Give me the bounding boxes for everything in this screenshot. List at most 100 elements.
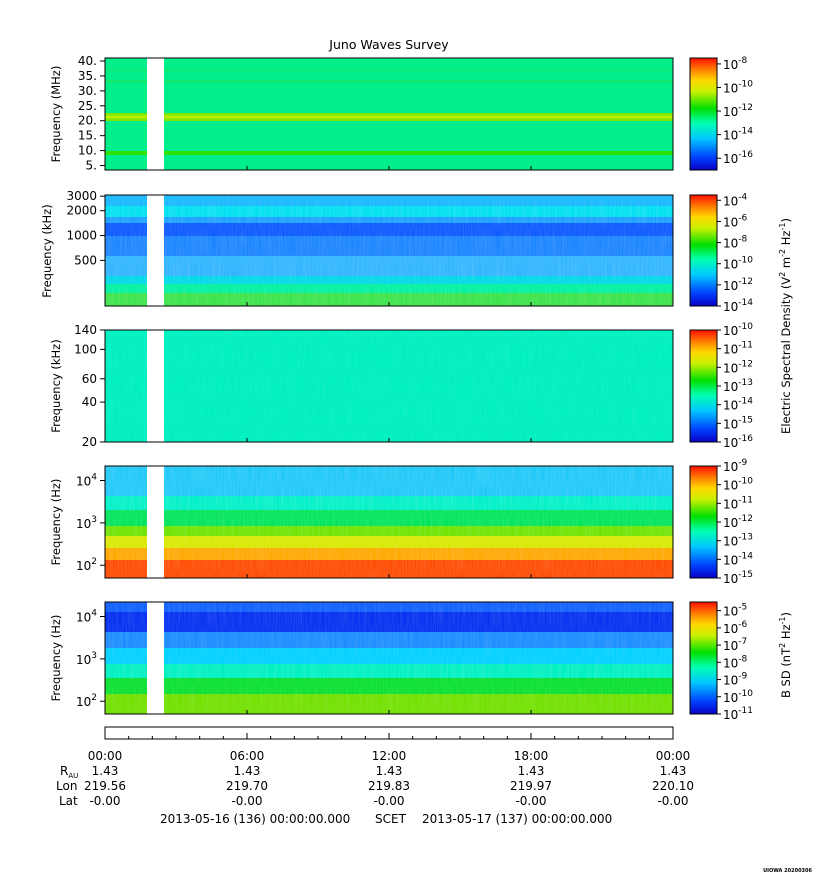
panel-5-colorbar-tick-label-exponent: -6 [738, 620, 747, 630]
panel-5-ytick-label-base: 10 [76, 695, 91, 709]
panel-3-colorbar-tick-label-base: 10 [723, 343, 738, 357]
panel-5-ytick-label: 103 [76, 651, 97, 667]
panel-1-ytick-label: 5. [86, 159, 97, 173]
panel-5-colorbar-tick-label-base: 10 [723, 674, 738, 688]
panel-4-colorbar-tick-label-exponent: -10 [738, 477, 753, 487]
panel-5-colorbar-tick-label-exponent: -5 [738, 603, 747, 613]
panel-4-colorbar-tick-label-exponent: -14 [738, 551, 753, 561]
panel-2-colorbar-tick-label-exponent: -8 [738, 235, 747, 245]
electric-label-sup-2: -2 [778, 249, 787, 257]
lon-value: 219.97 [510, 779, 552, 793]
panel-3-data-gap [147, 330, 164, 442]
footer-start-time: 2013-05-16 (136) 00:00:00.000 [160, 812, 350, 826]
panel-4-ytick-label-base: 10 [76, 475, 91, 489]
panel-1-ylabel: Frequency (MHz) [49, 66, 63, 163]
panel-1: 40.35.30.25.20.15.10.5. Frequency (MHz) … [49, 54, 753, 173]
panel-5-colorbar [689, 601, 718, 715]
panel-4-colorbar-tick-label-base: 10 [723, 553, 738, 567]
panel-4-ytick-label-exponent: 2 [91, 557, 97, 567]
lon-value: 220.10 [652, 779, 694, 793]
panel-1-colorbar-tick-label-base: 10 [723, 152, 738, 166]
panel-3-colorbar-tick-label-exponent: -14 [738, 397, 753, 407]
panel-4-colorbar-tick-label: 10-10 [723, 477, 753, 493]
panel-5-colorbar-tick-label: 10-10 [723, 689, 753, 705]
panel-5-ytick-label: 104 [76, 609, 97, 625]
electric-density-label: Electric Spectral Density (V2 m-2 Hz-1) [778, 218, 793, 434]
panel-3-colorbar-tick-label-exponent: -16 [738, 434, 753, 444]
panel-2-colorbar-tick-label-exponent: -4 [738, 192, 747, 202]
lon-row-label: Lon [56, 779, 77, 793]
panel-2-ytick-label: 500 [74, 253, 97, 267]
electric-label-pre: Electric Spectral Density (V [779, 277, 793, 434]
panel-1-colorbar-tick-label-base: 10 [723, 58, 738, 72]
bsd-label-sup-2: -1 [778, 616, 787, 624]
electric-label-mid: m [779, 257, 793, 272]
panel-1-ytick-label: 40. [78, 54, 97, 68]
panel-5-colorbar-tick-label-base: 10 [723, 622, 738, 636]
panel-2-colorbar-tick-label-base: 10 [723, 258, 738, 272]
time-label: 00:00 [88, 749, 123, 763]
panel-5-ytick-label-base: 10 [76, 653, 91, 667]
panel-2-colorbar-tick-label: 10-12 [723, 277, 753, 293]
panel-2-colorbar-tick-label-exponent: -6 [738, 213, 747, 223]
panel-2-colorbar-tick-label-base: 10 [723, 215, 738, 229]
rau-label-sub: AU [68, 772, 78, 780]
panel-2-ytick-label: 3000 [66, 189, 97, 203]
panel-1-ytick-label: 10. [78, 144, 97, 158]
rau-value: 1.43 [376, 764, 403, 778]
panel-1-yticks: 40.35.30.25.20.15.10.5. [78, 54, 105, 173]
rau-value: 1.43 [234, 764, 261, 778]
panel-4-colorbar-tick-label-exponent: -13 [738, 533, 753, 543]
rau-row-label: RAU [60, 764, 78, 780]
rau-value: 1.43 [92, 764, 119, 778]
panel-4-colorbar-tick-label-base: 10 [723, 497, 738, 511]
panel-4-colorbar-tick-label-exponent: -12 [738, 514, 753, 524]
panel-4-colorbar-tick-label-exponent: -15 [738, 570, 753, 580]
panel-1-colorbar-tick-label: 10-14 [723, 127, 753, 143]
lat-row-label: Lat [59, 794, 78, 808]
panel-3-colorbar-tick-label-exponent: -13 [738, 378, 753, 388]
panel-5-ytick-label: 102 [76, 693, 97, 709]
lat-value: -0.00 [231, 794, 262, 808]
panel-4-data-gap [147, 466, 164, 578]
panel-3-colorbar-tick-label-exponent: -11 [738, 341, 753, 351]
bsd-label-sup-1: 2 [778, 643, 787, 648]
panel-4-ytick-label: 103 [76, 515, 97, 531]
panel-4-ytick-label-base: 10 [76, 517, 91, 531]
panel-2-colorbar-tick-label: 10-6 [723, 213, 748, 229]
panel-5-data-gap [147, 602, 164, 714]
panel-1-colorbar-tick-label-exponent: -10 [738, 79, 753, 89]
panel-2-colorbar-tick-label-exponent: -12 [738, 277, 753, 287]
panel-4-colorbar [689, 465, 718, 579]
panel-3-colorbar-tick-label-base: 10 [723, 324, 738, 338]
panel-5-colorbar-tick-label-exponent: -11 [738, 706, 753, 716]
panel-3-colorbar-tick-label: 10-13 [723, 378, 753, 394]
panel-5-colorbar-tick-label-base: 10 [723, 605, 738, 619]
panel-1-ytick-label: 30. [78, 84, 97, 98]
panel-5-colorbar-tick-label: 10-11 [723, 706, 753, 722]
electric-label-mid-2: Hz [779, 231, 793, 249]
panel-4-colorbar-tick-label: 10-9 [723, 458, 748, 474]
panel-5-ytick-label-exponent: 2 [91, 693, 97, 703]
panel-3-ytick-label: 40 [82, 395, 97, 409]
panel-3-ytick-label: 20 [82, 435, 97, 449]
time-axis-labels: 00:00 06:00 12:00 18:00 00:00 [88, 749, 691, 763]
panel-5-colorbar-tick-label: 10-7 [723, 637, 747, 653]
panel-2-colorbar-tick-label-exponent: -14 [738, 298, 753, 308]
plot-stamp: UIOWA 20200306 [763, 868, 812, 874]
panel-3-colorbar-tick-label: 10-14 [723, 397, 753, 413]
panel-4-ytick-label-base: 10 [76, 559, 91, 573]
panel-3-colorbar-tick-label-exponent: -12 [738, 359, 753, 369]
panel-3-colorbar-tick-label: 10-15 [723, 415, 753, 431]
panel-1-band-9mhz [105, 151, 673, 155]
rau-label-main: R [60, 764, 68, 778]
panel-4-colorbar-tick-label: 10-15 [723, 570, 753, 586]
panel-5-colorbar-tick-label-exponent: -8 [738, 654, 747, 664]
panel-2-ytick-label: 2000 [66, 204, 97, 218]
panel-5-ytick-label-exponent: 3 [91, 651, 97, 661]
